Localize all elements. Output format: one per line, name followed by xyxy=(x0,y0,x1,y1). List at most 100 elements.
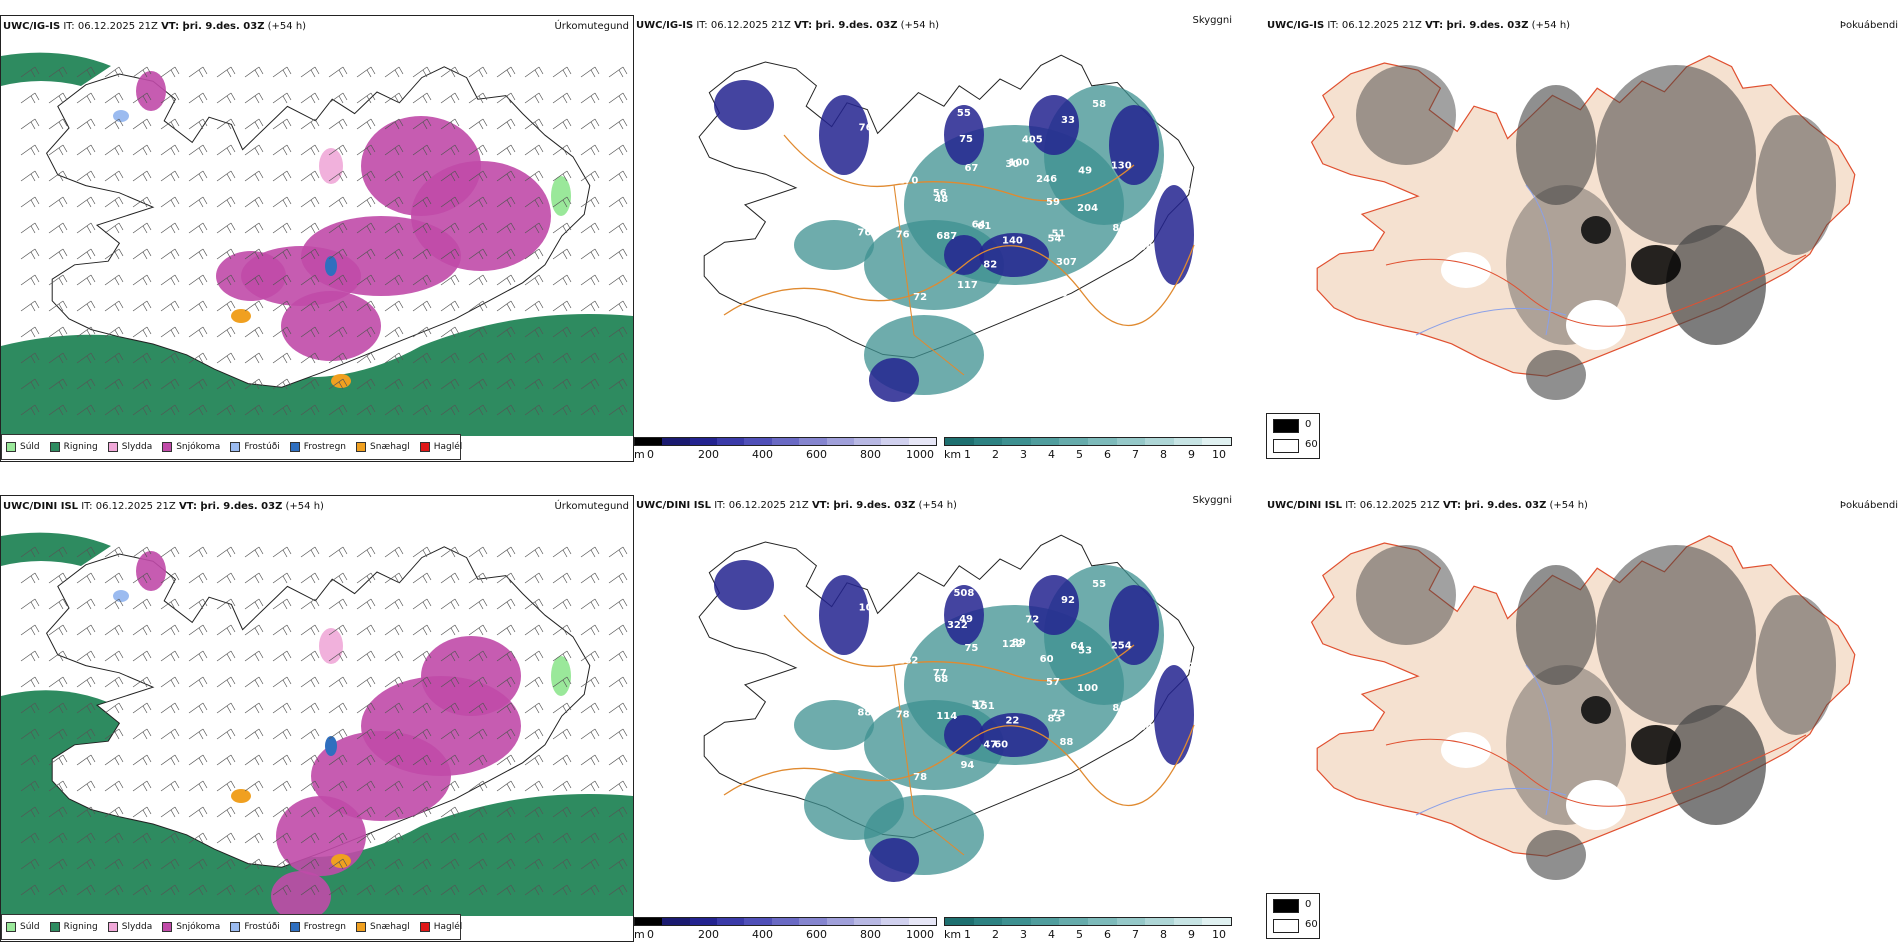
fog-gradient-region xyxy=(1666,705,1766,825)
freezing-rain-region xyxy=(325,256,337,276)
colorbar-cell xyxy=(854,918,881,925)
visibility-value-label: 508 xyxy=(953,588,974,599)
precip-type-map xyxy=(1,16,633,461)
colorbar-cell xyxy=(854,438,881,445)
visibility-value-label: 82 xyxy=(1112,223,1126,234)
precip-type-legend: Súld Rigning Slydda Snjókoma Frostúði Fr… xyxy=(1,914,461,940)
wind-barb xyxy=(553,755,571,765)
visibility-value-label: 33 xyxy=(1061,115,1075,126)
wind-barb xyxy=(329,547,347,557)
wind-barb xyxy=(609,677,627,687)
visibility-value-label: 78 xyxy=(896,710,910,721)
fog-swatch-black xyxy=(1273,899,1299,913)
precip-type-legend: Súld Rigning Slydda Snjókoma Frostúði Fr… xyxy=(1,434,461,460)
legend-item-snaehagl: Snæhagl xyxy=(356,922,410,932)
wind-barb xyxy=(581,275,599,285)
fog-legend-label: 0 xyxy=(1305,419,1311,430)
fog-region-dense xyxy=(1581,216,1611,244)
model-name: UWC/DINI ISL xyxy=(636,500,711,511)
visibility-value-label: 130 xyxy=(1111,160,1132,171)
low-cloud-region xyxy=(714,560,774,610)
wind-barb xyxy=(189,67,207,77)
legend-item-sudl: Súld xyxy=(6,922,40,932)
wind-barb xyxy=(273,93,291,103)
init-time: IT: 06.12.2025 21Z xyxy=(1327,20,1422,31)
wind-barb xyxy=(581,625,599,635)
wind-barb xyxy=(161,67,179,77)
valid-time: VT: þri. 9.des. 03Z xyxy=(161,21,264,32)
visibility-value-label: 56 xyxy=(814,685,828,696)
wind-barb xyxy=(49,599,67,609)
visibility-value-label: 59 xyxy=(1046,197,1060,208)
wind-barb xyxy=(581,249,599,259)
snow-pellet-region xyxy=(231,309,251,323)
colorbar-tick: 200 xyxy=(698,929,719,941)
wind-barb xyxy=(21,249,39,259)
legend-swatch xyxy=(356,922,366,932)
wind-barb xyxy=(609,171,627,181)
wind-barb xyxy=(301,547,319,557)
wind-barb xyxy=(217,67,235,77)
legend-item-snjokoma: Snjókoma xyxy=(162,922,220,932)
legend-label: Snjókoma xyxy=(176,922,220,932)
wind-barb xyxy=(609,301,627,311)
colorbar-tick: 400 xyxy=(752,929,773,941)
colorbar-cell xyxy=(1002,438,1031,445)
wind-barb xyxy=(581,703,599,713)
init-time: IT: 06.12.2025 21Z xyxy=(714,500,809,511)
visibility-value-label: 69 xyxy=(1160,652,1174,663)
lead-time: (+54 h) xyxy=(1532,20,1570,31)
wind-barb xyxy=(21,599,39,609)
precip-type-map xyxy=(1,496,633,941)
colorbar-tick: 1000 xyxy=(906,449,934,461)
wind-barb xyxy=(301,67,319,77)
colorbar-cell xyxy=(909,918,936,925)
wind-barb xyxy=(609,703,627,713)
wind-barb xyxy=(609,275,627,285)
wind-barb xyxy=(357,67,375,77)
visibility-value-label: 61 xyxy=(977,221,991,232)
low-cloud-region xyxy=(819,95,869,175)
wind-barb xyxy=(609,145,627,155)
colorbar-cell xyxy=(635,918,662,925)
lead-time: (+54 h) xyxy=(919,500,957,511)
visibility-value-label: 60 xyxy=(994,739,1008,750)
visibility-colorbar: km 1 2 3 4 5 6 7 8 9 10 xyxy=(944,437,1234,462)
wind-barb xyxy=(217,93,235,103)
legend-swatch xyxy=(290,922,300,932)
colorbar-cell xyxy=(772,918,799,925)
legend-swatch xyxy=(6,442,16,452)
precip-panel-row-2: UWC/DINI ISL IT: 06.12.2025 21Z VT: þri.… xyxy=(0,495,634,942)
colorbar-cell xyxy=(635,438,662,445)
wind-barb xyxy=(553,301,571,311)
wind-barb xyxy=(525,301,543,311)
fog-free-region xyxy=(1441,252,1491,288)
legend-item-frostudi: Frostúði xyxy=(230,442,279,452)
panel-type-label: Skyggni xyxy=(1192,495,1232,507)
colorbar-tick: 7 xyxy=(1132,449,1139,461)
wind-barb xyxy=(245,573,263,583)
visibility-value-label: 98 xyxy=(1050,769,1064,780)
lead-time: (+54 h) xyxy=(901,20,939,31)
visibility-value-label: 83 xyxy=(814,205,828,216)
visibility-value-label: 68 xyxy=(1139,242,1153,253)
wind-barb xyxy=(21,93,39,103)
fog-index-legend: 0 60 xyxy=(1266,413,1320,459)
wind-barb xyxy=(329,93,347,103)
model-name: UWC/IG-IS xyxy=(3,21,60,32)
colorbar-cell xyxy=(1088,438,1117,445)
legend-label: Frostúði xyxy=(244,922,279,932)
colorbar-cell xyxy=(717,438,744,445)
init-time: IT: 06.12.2025 21Z xyxy=(696,20,791,31)
visibility-value-label: 405 xyxy=(1022,134,1043,145)
visibility-value-label: 254 xyxy=(1111,640,1132,651)
lead-time: (+54 h) xyxy=(1550,500,1588,511)
wind-barb xyxy=(21,573,39,583)
visibility-value-label: 72 xyxy=(1025,614,1039,625)
visibility-value-label: 82 xyxy=(983,260,997,271)
low-cloud-region xyxy=(1109,585,1159,665)
wind-barb xyxy=(21,145,39,155)
colorbar-tick: 400 xyxy=(752,449,773,461)
visibility-value-label: 64 xyxy=(1070,641,1084,652)
colorbar-unit: km xyxy=(944,929,961,941)
